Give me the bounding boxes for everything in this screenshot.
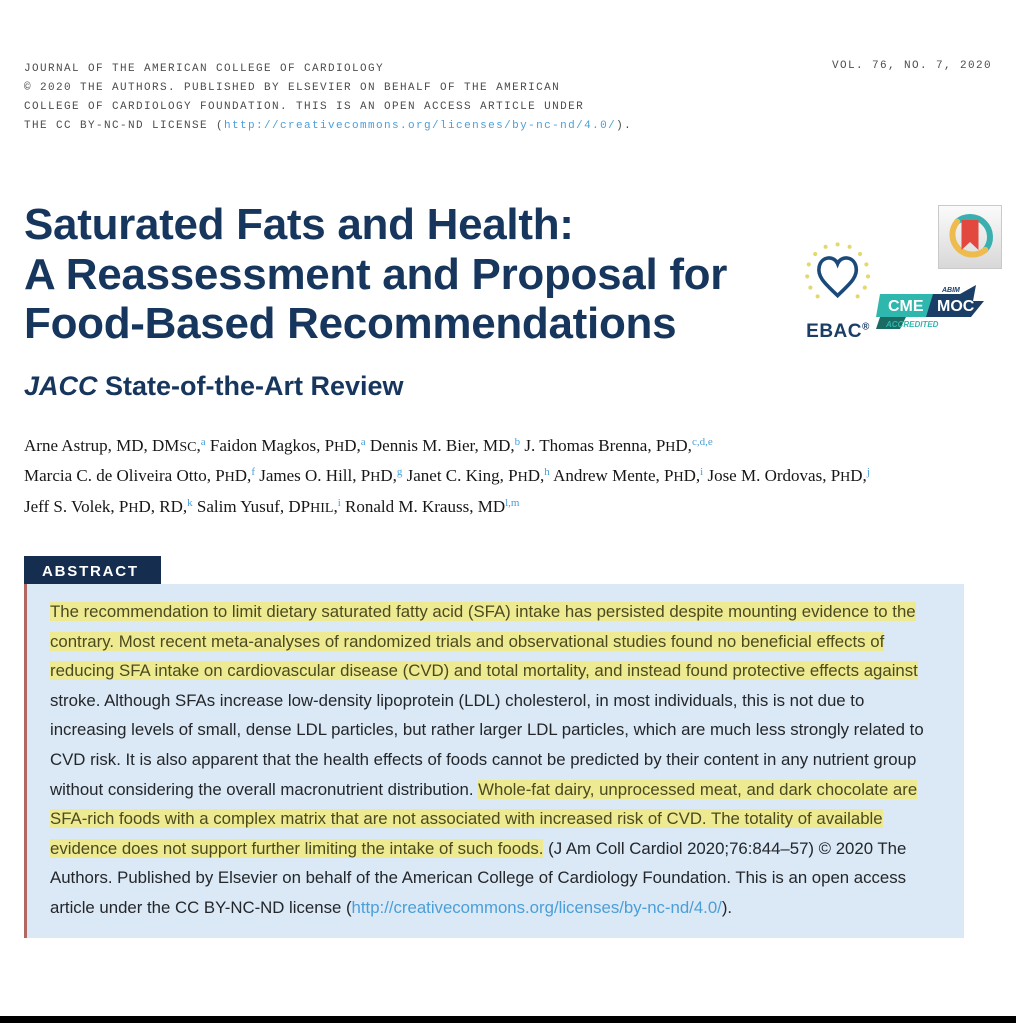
svg-text:CME: CME bbox=[888, 298, 924, 315]
svg-text:ABIM: ABIM bbox=[941, 287, 960, 294]
svg-text:ACCREDITED: ACCREDITED bbox=[885, 320, 939, 329]
svg-text:MOC: MOC bbox=[937, 298, 975, 315]
